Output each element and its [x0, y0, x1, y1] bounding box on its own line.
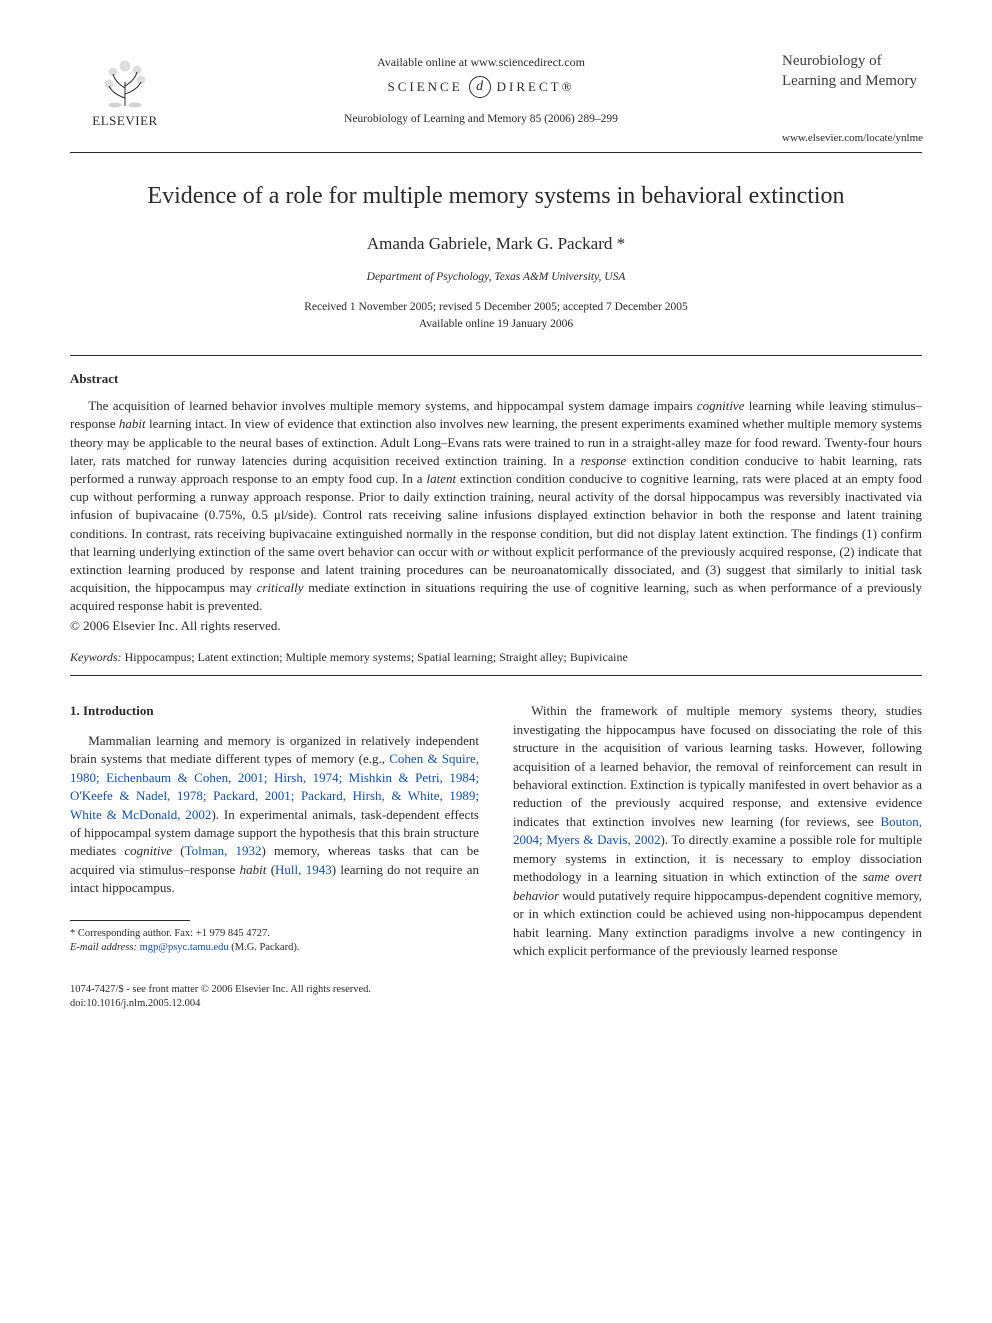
email-line: E-mail address: mgp@psyc.tamu.edu (M.G. … — [70, 941, 479, 956]
corr-author-line: * Corresponding author. Fax: +1 979 845 … — [70, 927, 479, 942]
journal-title-1: Neurobiology of — [782, 52, 922, 72]
email-label: E-mail address: — [70, 942, 137, 953]
available-online-text: Available online at www.sciencedirect.co… — [180, 54, 782, 70]
elsevier-tree-icon — [95, 48, 155, 108]
body-columns: 1. Introduction Mammalian learning and m… — [70, 702, 922, 960]
intro-para-1: Mammalian learning and memory is organiz… — [70, 732, 479, 898]
header-rule — [70, 152, 922, 153]
email-after: (M.G. Packard). — [231, 942, 299, 953]
intro-para-2: Within the framework of multiple memory … — [513, 702, 922, 960]
abstract-body: The acquisition of learned behavior invo… — [70, 397, 922, 615]
footer-meta: 1074-7427/$ - see front matter © 2006 El… — [70, 983, 922, 1012]
center-header: Available online at www.sciencedirect.co… — [180, 48, 782, 128]
footnote-separator — [70, 920, 190, 921]
keywords-line: Keywords: Hippocampus; Latent extinction… — [70, 649, 922, 665]
intro-heading: 1. Introduction — [70, 702, 479, 720]
abstract-copyright: © 2006 Elsevier Inc. All rights reserved… — [70, 617, 922, 635]
left-column: 1. Introduction Mammalian learning and m… — [70, 702, 479, 960]
email-address[interactable]: mgp@psyc.tamu.edu — [140, 942, 229, 953]
sd-ball-icon: d — [469, 76, 491, 98]
journal-reference: Neurobiology of Learning and Memory 85 (… — [180, 112, 782, 128]
article-dates: Received 1 November 2005; revised 5 Dece… — [70, 299, 922, 332]
sciencedirect-logo: SCIENCE d DIRECT® — [388, 76, 575, 98]
online-line: Available online 19 January 2006 — [419, 318, 573, 330]
sd-left: SCIENCE — [388, 78, 463, 96]
journal-title-2: Learning and Memory — [782, 72, 922, 92]
publisher-name: ELSEVIER — [92, 112, 157, 130]
keywords-label: Keywords: — [70, 650, 122, 664]
footer-line-1: 1074-7427/$ - see front matter © 2006 El… — [70, 983, 922, 998]
received-line: Received 1 November 2005; revised 5 Dece… — [304, 301, 688, 313]
abstract-top-rule — [70, 355, 922, 356]
authors: Amanda Gabriele, Mark G. Packard * — [70, 233, 922, 256]
abstract-bottom-rule — [70, 675, 922, 676]
publisher-block: ELSEVIER — [70, 48, 180, 130]
abstract-text: The acquisition of learned behavior invo… — [70, 398, 922, 613]
article-title: Evidence of a role for multiple memory s… — [70, 181, 922, 211]
sd-right: DIRECT® — [497, 78, 575, 96]
journal-title-block: Neurobiology of Learning and Memory www.… — [782, 48, 922, 146]
corresponding-author-footnote: * Corresponding author. Fax: +1 979 845 … — [70, 927, 479, 956]
abstract-heading: Abstract — [70, 370, 922, 388]
keywords-body: Hippocampus; Latent extinction; Multiple… — [125, 650, 628, 664]
footer-line-2: doi:10.1016/j.nlm.2005.12.004 — [70, 997, 922, 1012]
locate-url: www.elsevier.com/locate/ynlme — [782, 131, 922, 146]
affiliation: Department of Psychology, Texas A&M Univ… — [70, 270, 922, 286]
right-column: Within the framework of multiple memory … — [513, 702, 922, 960]
journal-header: ELSEVIER Available online at www.science… — [70, 48, 922, 146]
